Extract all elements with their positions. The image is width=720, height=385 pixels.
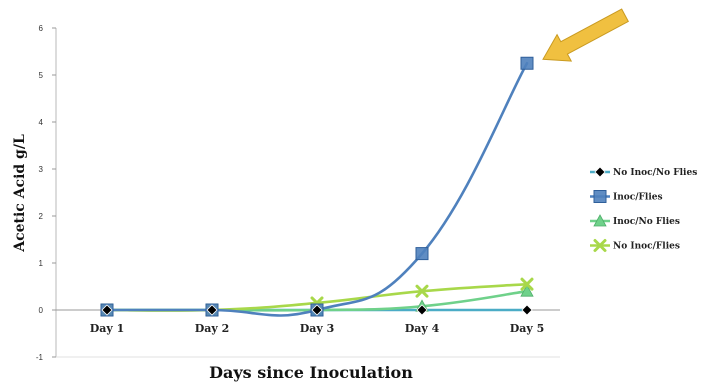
y-tick-label: 2 [39,212,44,221]
plot-frame [55,28,560,358]
data-point [520,284,534,297]
data-point [101,304,113,316]
y-axis-title: Acetic Acid g/L [12,134,28,253]
legend-entry-label: No Inoc/Flies [613,242,680,252]
data-point [520,277,534,291]
legend-swatch-marker [594,166,606,178]
data-point [415,247,429,261]
data-point [415,284,429,298]
y-tick-label: -1 [36,353,44,362]
x-tick-label: Day 2 [195,322,230,335]
y-tick-label: 4 [39,118,44,127]
series-markers [100,56,534,317]
y-tick-label: 0 [39,306,44,315]
legend-swatch-marker [593,214,607,227]
y-tick-label: 1 [39,259,44,268]
data-point [311,304,323,316]
y-axis-ticks: -1 0 1 2 3 4 5 6 [36,24,56,362]
data-point [521,304,533,316]
legend-entry-label: Inoc/No Flies [613,217,680,227]
y-tick-label: 5 [39,71,44,80]
data-point [520,56,534,70]
x-tick-label: Day 4 [405,322,440,335]
legend-entry-label: Inoc/Flies [613,193,663,203]
legend: No Inoc/No Flies Inoc/Flies Inoc/No Flies N… [590,166,697,252]
x-axis-title: Days since Inoculation [209,363,413,382]
legend-entry-label: No Inoc/No Flies [613,168,697,178]
x-axis-category-labels: Day 1 Day 2 Day 3 Day 4 Day 5 [90,322,545,335]
annotation-arrow-shape [542,8,629,62]
series-lines [105,61,529,317]
x-tick-label: Day 5 [510,322,545,335]
x-tick-label: Day 1 [90,322,125,335]
legend-swatch-marker [593,239,607,252]
y-tick-label: 6 [39,24,44,33]
y-tick-label: 3 [39,165,44,174]
data-point [206,304,218,316]
x-tick-label: Day 3 [300,322,335,335]
series-line [105,61,529,317]
annotation-arrow [542,8,629,62]
legend-swatch-marker [593,190,607,203]
data-point [416,304,428,316]
